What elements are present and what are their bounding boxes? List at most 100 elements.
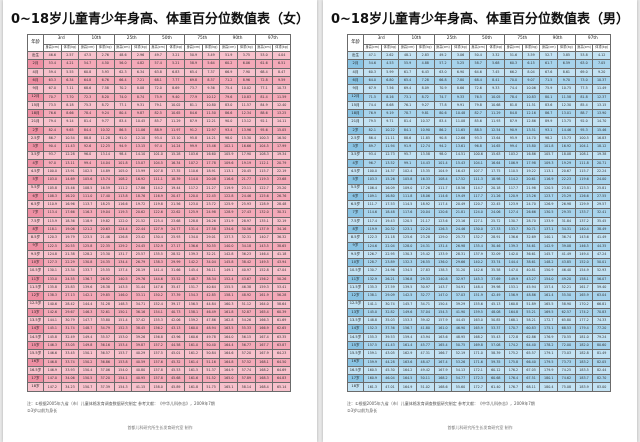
height-cell: 114.2 (148, 183, 168, 193)
weight-cell: 12.10 (131, 133, 150, 144)
weight-cell: 28.31 (451, 249, 470, 260)
height-cell: 79.4 (43, 117, 62, 127)
age-cell: 8岁 (27, 225, 44, 235)
weight-cell: 14.43 (415, 158, 435, 169)
weight-cell: 82.05 (592, 357, 611, 367)
height-cell: 138.3 (433, 266, 453, 276)
height-cell: 93.4 (363, 150, 382, 160)
weight-cell: 12.66 (451, 133, 470, 144)
height-cell: 99.4 (78, 158, 97, 169)
height-cell: 161.7 (574, 282, 594, 293)
height-cell: 134.5 (398, 266, 417, 276)
weight-cell: 11.65 (451, 125, 470, 135)
weight-cell: 9.40 (166, 92, 186, 102)
height-cell: 159.1 (363, 349, 382, 359)
height-cell: 103.6 (184, 150, 203, 160)
measure-header: 身高(cm) (363, 43, 382, 53)
weight-cell: 10.83 (521, 92, 541, 102)
weight-cell: 39.29 (451, 299, 470, 309)
height-cell: 69.0 (574, 67, 594, 77)
height-cell: 180.1 (539, 374, 559, 384)
height-cell: 130.0 (468, 225, 488, 235)
weight-cell: 32.69 (521, 233, 541, 243)
weight-cell: 24.70 (521, 200, 541, 210)
weight-cell: 29.99 (166, 258, 186, 268)
height-cell: 75.9 (148, 92, 168, 102)
height-cell: 110.6 (184, 167, 203, 177)
height-cell: 165.5 (539, 299, 559, 309)
height-cell: 98.0 (219, 133, 239, 144)
age-cell: 12.5岁 (347, 299, 364, 309)
height-cell: 105.8 (398, 175, 417, 185)
height-cell: 123.6 (433, 216, 453, 227)
height-cell: 125.6 (254, 191, 274, 202)
height-cell: 132.9 (148, 241, 168, 251)
height-cell: 100.0 (363, 167, 382, 177)
age-cell: 7岁 (347, 208, 364, 218)
height-cell: 48.6 (113, 51, 133, 61)
weight-cell: 16.83 (592, 133, 611, 144)
height-cell: 165.0 (219, 374, 239, 384)
weight-cell: 62.86 (521, 332, 541, 342)
height-cell: 77.1 (254, 84, 274, 94)
weight-cell: 28.97 (237, 216, 256, 227)
weight-cell: 10.54 (60, 133, 80, 144)
height-cell: 80.4 (113, 109, 133, 119)
age-cell: 18岁 (347, 382, 364, 392)
weight-cell: 44.58 (166, 340, 186, 351)
weight-cell: 22.19 (272, 167, 291, 177)
weight-cell: 60.83 (521, 324, 541, 334)
weight-cell: 41.15 (131, 382, 150, 392)
weight-cell: 13.51 (521, 125, 541, 135)
weight-cell: 32.21 (201, 249, 221, 260)
percentile-header: 75th (184, 34, 221, 45)
height-cell: 129.0 (433, 233, 453, 243)
height-cell: 73.5 (43, 100, 62, 111)
weight-cell: 22.24 (592, 167, 611, 177)
weight-cell: 3.32 (486, 51, 506, 61)
weight-cell: 44.84 (201, 299, 221, 309)
height-cell: 69.8 (184, 75, 203, 86)
weight-cell: 20.71 (592, 158, 611, 169)
height-cell: 111.1 (148, 175, 168, 185)
age-cell: 9岁 (27, 241, 44, 251)
height-cell: 71.5 (363, 92, 382, 102)
weight-cell: 40.64 (201, 282, 221, 293)
weight-cell: 23.16 (451, 216, 470, 227)
weight-cell: 19.82 (95, 216, 115, 227)
weight-cell: 14.04 (95, 158, 115, 169)
weight-cell: 21.56 (166, 200, 186, 210)
weight-cell: 18.98 (486, 175, 506, 185)
weight-cell: 41.18 (272, 249, 291, 260)
weight-cell: 47.01 (380, 382, 400, 392)
table-row: 16岁 146.8 33.74 150.2 36.86 153.8 40.59 157.6 45… (27, 357, 291, 367)
weight-cell: 83.00 (592, 382, 611, 392)
weight-cell: 31.20 (451, 266, 470, 276)
weight-cell: 15.73 (557, 133, 576, 144)
height-cell: 155.5 (219, 282, 239, 293)
weight-cell: 31.28 (95, 299, 115, 309)
height-cell: 63.0 (574, 59, 594, 69)
weight-cell: 36.32 (272, 233, 291, 243)
weight-cell: 24.96 (380, 266, 400, 276)
measure-header-row: 身高(cm) 体重(kg) 身高(cm) 体重(kg) 身高(cm) 体重(kg) 身高(c… (348, 43, 611, 53)
height-cell: 129.2 (113, 241, 133, 251)
weight-cell: 14.65 (486, 142, 506, 152)
height-cell: 105.7 (539, 150, 559, 160)
age-cell: 12岁 (347, 291, 364, 301)
measure-header: 身高(cm) (43, 43, 62, 53)
weight-cell: 8.61 (557, 67, 576, 77)
weight-cell: 10.06 (521, 84, 541, 94)
height-cell: 151.9 (468, 291, 488, 301)
height-cell: 148.4 (468, 282, 488, 293)
weight-cell: 34.71 (131, 299, 150, 309)
height-cell: 168.2 (468, 332, 488, 342)
height-cell: 146.9 (43, 365, 62, 376)
height-cell: 163.6 (433, 332, 453, 342)
weight-cell: 45.89 (166, 382, 186, 392)
height-cell: 75.3 (78, 100, 97, 111)
height-cell: 83.4 (433, 117, 453, 127)
table-row: 9.5岁 124.8 21.38 128.2 23.30 131.7 25.57 135.5 2… (27, 249, 291, 260)
height-cell: 153.7 (113, 349, 133, 359)
weight-cell: 43.96 (166, 332, 186, 342)
